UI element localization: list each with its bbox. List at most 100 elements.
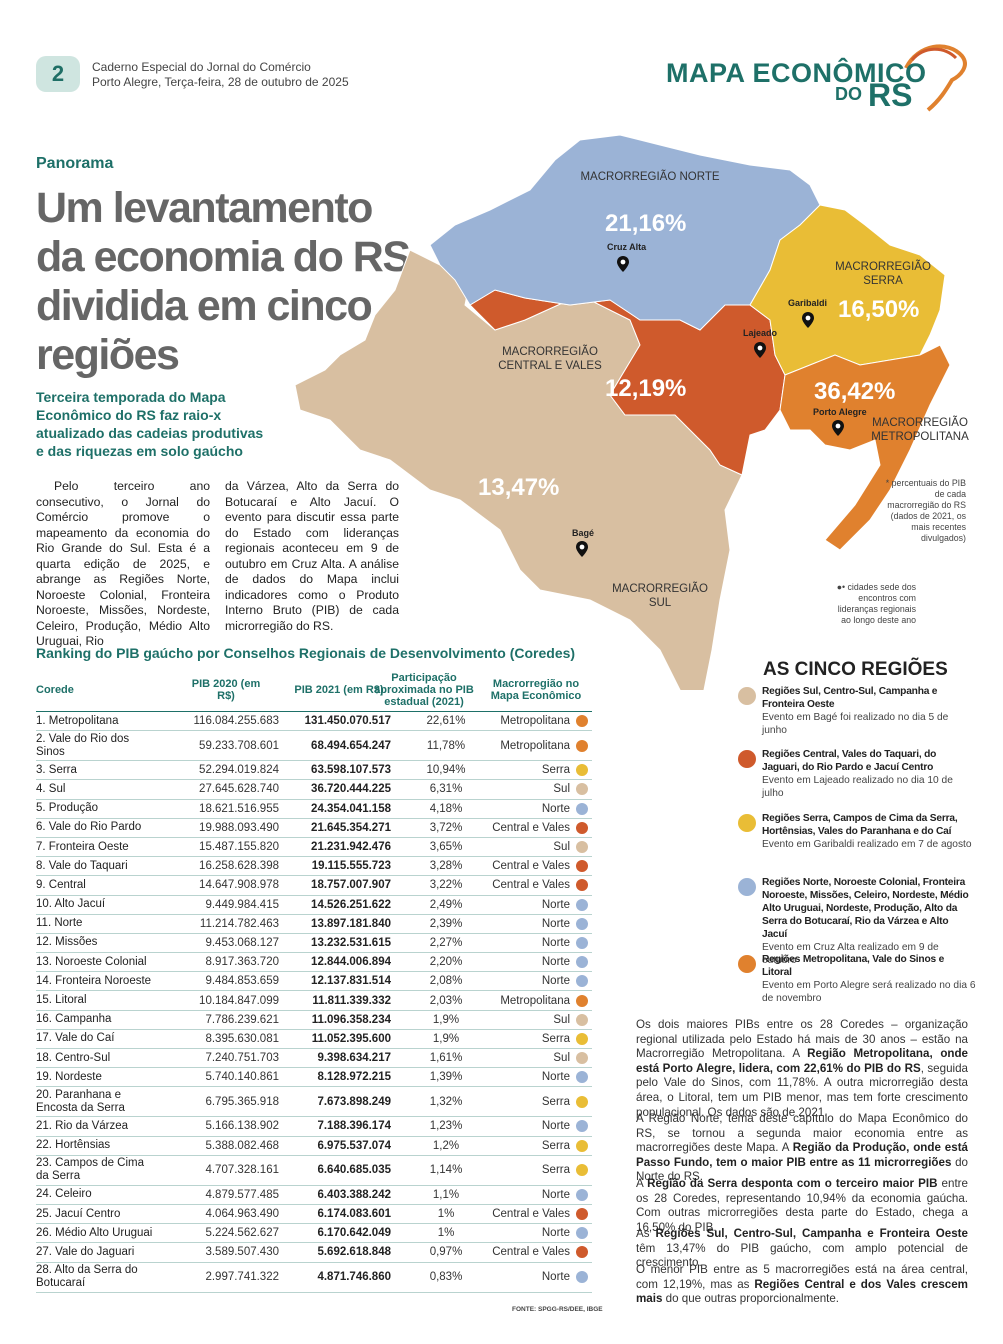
region-metro-shape xyxy=(779,344,951,551)
table-row: 22. Hortênsias 5.388.082.468 6.975.537.074… xyxy=(36,1137,592,1156)
paragraph-text: , seguida pelo Vale do Sinos, com 11,78%… xyxy=(636,1061,968,1119)
cell-macro: Central e Vales xyxy=(492,821,570,834)
legend-dot xyxy=(738,814,756,832)
page-number: 2 xyxy=(36,56,80,92)
cell-v21: 7.188.396.174 xyxy=(317,1120,391,1133)
cell-name: 14. Fronteira Noroeste xyxy=(36,974,152,987)
publication-name: Caderno Especial do Jornal do Comércio xyxy=(92,60,311,74)
porto-alegre-pin-icon xyxy=(832,420,844,436)
cell-v21: 12.844.006.894 xyxy=(311,956,391,969)
cell-share: 3,28% xyxy=(429,860,463,873)
header-macro: Macrorregião no Mapa Econômico xyxy=(490,678,582,702)
cell-share: 1% xyxy=(437,1227,455,1240)
table-row: 28. Alto da Serra do Botucaraí 2.997.741.… xyxy=(36,1263,592,1293)
cell-share: 4,18% xyxy=(429,802,463,815)
table-row: 11. Norte 11.214.782.463 13.897.181.840 2,3… xyxy=(36,915,592,934)
legend-text: Regiões Metropolitana, Vale do Sinos e L… xyxy=(762,953,976,1005)
macro-color-dot xyxy=(576,860,588,873)
macro-color-dot xyxy=(576,1032,588,1045)
legend-item-title: Regiões Serra, Campos de Cima da Serra, … xyxy=(762,813,958,837)
legend-item-desc: Evento em Bagé foi realizado no dia 5 de… xyxy=(762,712,949,736)
article-body-col2: da Várzea, Alto da Serra do Botucaraí e … xyxy=(225,479,399,633)
cell-share: 1,23% xyxy=(429,1120,463,1133)
table-row: 26. Médio Alto Uruguai 5.224.562.627 6.170… xyxy=(36,1224,592,1244)
macro-color-dot xyxy=(576,1227,588,1240)
cell-v20: 9.449.984.415 xyxy=(205,898,279,911)
ranking-rows: 1. Metropolitana 116.084.255.683 131.450.0… xyxy=(36,712,592,1293)
cell-v21: 131.450.070.517 xyxy=(304,715,391,728)
paragraph-text: A Região Norte, tema deste capítulo do M… xyxy=(636,1112,968,1155)
bage-pin-icon xyxy=(576,541,588,557)
cell-macro: Norte xyxy=(541,917,570,930)
cell-name: 3. Serra xyxy=(36,763,77,776)
cruz-alta-pin-icon xyxy=(617,256,629,272)
cell-v20: 7.786.239.621 xyxy=(205,1013,279,1026)
cell-v21: 8.128.972.215 xyxy=(317,1071,391,1084)
cell-macro: Sul xyxy=(553,1013,570,1026)
label-macro-serra: MACRORREGIÃO SERRA xyxy=(835,261,931,287)
cell-v21: 13.897.181.840 xyxy=(311,917,391,930)
cell-v21: 24.354.041.158 xyxy=(311,802,391,815)
header-share: Participação aproximada no PIB estadual … xyxy=(374,672,474,708)
cell-share: 2,49% xyxy=(429,898,463,911)
cell-name: 13. Noroeste Colonial xyxy=(36,955,147,968)
rs-outline-logo-icon xyxy=(904,44,967,112)
cell-macro: Norte xyxy=(541,1071,570,1084)
cell-v20: 8.395.630.081 xyxy=(205,1032,279,1045)
cell-name: 12. Missões xyxy=(36,936,98,949)
cell-v21: 7.673.898.249 xyxy=(317,1095,391,1108)
cell-name: 5. Produção xyxy=(36,802,99,815)
paragraph-text: O menor PIB entre as 5 macrorregiões est… xyxy=(636,1263,968,1291)
cell-share: 1% xyxy=(437,1208,455,1221)
legend-dot xyxy=(738,750,756,768)
cell-v21: 11.096.358.234 xyxy=(311,1013,391,1026)
cell-name: 2. Vale do Rio dos Sinos xyxy=(36,732,130,758)
table-title: Ranking do PIB gaúcho por Conselhos Regi… xyxy=(36,645,576,661)
cell-v21: 14.526.251.622 xyxy=(311,898,391,911)
paragraph-highlight: Região da Produção, onde está Passo Fund… xyxy=(636,1141,968,1169)
cell-v20: 5.224.562.627 xyxy=(205,1227,279,1240)
cell-share: 6,31% xyxy=(429,783,463,796)
paragraph-highlight: Regiões Sul, Centro-Sul, Campanha e Fron… xyxy=(655,1227,968,1240)
paragraph-text: entre os 28 Coredes, representando 10,94… xyxy=(636,1177,968,1234)
macro-color-dot xyxy=(576,975,588,988)
table-row: 5. Produção 18.621.516.955 24.354.041.158 4… xyxy=(36,800,592,819)
macro-color-dot xyxy=(576,783,588,796)
cell-v20: 4.064.963.490 xyxy=(205,1208,279,1221)
cell-share: 1,32% xyxy=(429,1095,463,1108)
macro-color-dot xyxy=(576,1208,588,1221)
cell-macro: Metropolitana xyxy=(500,739,570,752)
cell-v21: 21.645.354.271 xyxy=(311,821,391,834)
cell-macro: Central e Vales xyxy=(492,1208,570,1221)
cell-v20: 19.988.093.490 xyxy=(199,821,279,834)
legend-dot xyxy=(738,955,756,973)
cell-share: 0,97% xyxy=(429,1246,463,1259)
label-macro-sul: MACRORREGIÃO SUL xyxy=(612,583,708,609)
legend-item-title: Regiões Norte, Noroeste Colonial, Fronte… xyxy=(762,877,969,940)
article-body-col1: Pelo terceiro ano consecutivo, o Jornal … xyxy=(36,479,210,648)
macro-color-dot xyxy=(576,1052,588,1065)
table-row: 16. Campanha 7.786.239.621 11.096.358.234 1… xyxy=(36,1011,592,1030)
legend-item-title: Regiões Central, Vales do Taquari, do Ja… xyxy=(762,749,937,773)
cell-share: 3,22% xyxy=(429,879,463,892)
page-headline: Um levantamento da economia do RS dividi… xyxy=(36,184,411,379)
cell-v20: 59.233.708.601 xyxy=(199,739,279,752)
macro-color-dot xyxy=(576,739,588,752)
cell-v20: 8.917.363.720 xyxy=(205,956,279,969)
cell-name: 4. Sul xyxy=(36,782,66,795)
table-row: 18. Centro-Sul 7.240.751.703 9.398.634.217… xyxy=(36,1049,592,1069)
cell-v21: 21.231.942.476 xyxy=(311,841,391,854)
paragraph-text: do que outras proporcionalmente. xyxy=(662,1292,840,1306)
cell-share: 1,9% xyxy=(432,1013,460,1026)
legend-item-desc: Evento em Porto Alegre será realizado no… xyxy=(762,980,976,1004)
cell-macro: Serra xyxy=(541,1139,570,1152)
table-row: 19. Nordeste 5.740.140.861 8.128.972.215 1,… xyxy=(36,1068,592,1088)
cell-name: 18. Centro-Sul xyxy=(36,1051,111,1064)
cell-share: 1,39% xyxy=(429,1071,463,1084)
city-lajeado: Lajeado xyxy=(743,328,778,338)
cell-v21: 11.811.339.332 xyxy=(312,994,391,1007)
macro-color-dot xyxy=(576,956,588,969)
macro-color-dot xyxy=(576,879,588,892)
paragraph-text: têm 13,47% do PIB gaúcho, com amplo pote… xyxy=(636,1241,968,1270)
cell-share: 2,39% xyxy=(429,917,463,930)
